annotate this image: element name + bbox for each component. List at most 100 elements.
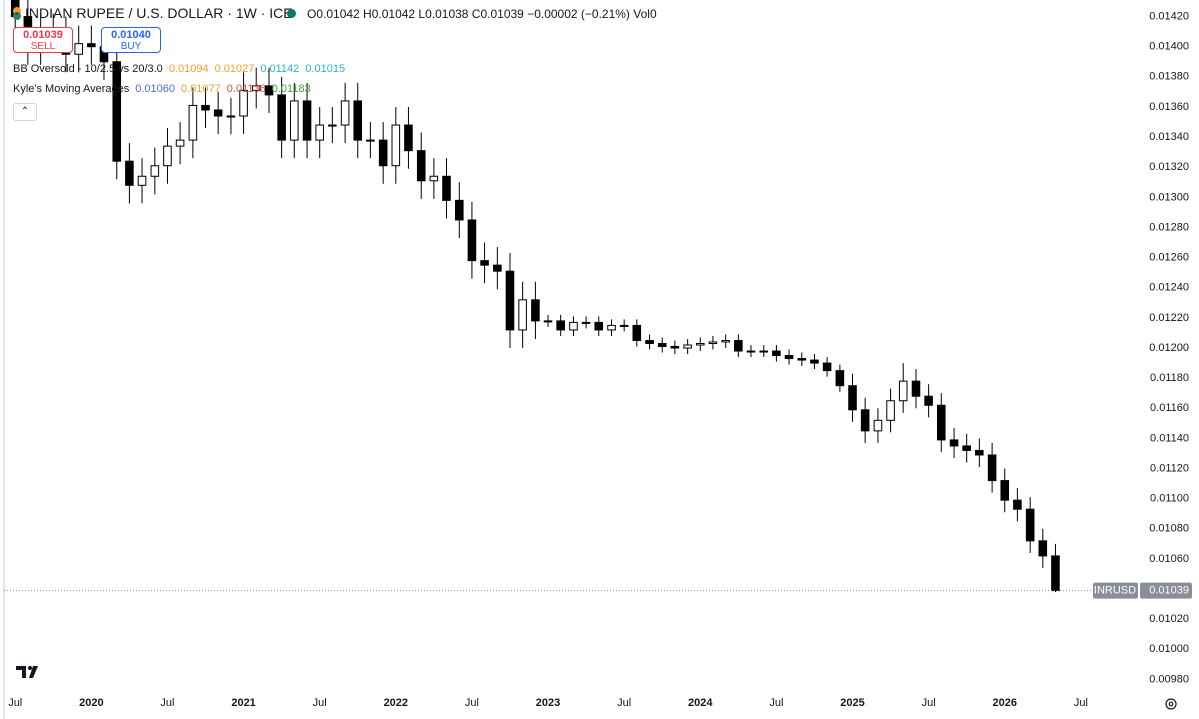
- indicator-value: 0.01015: [305, 63, 346, 75]
- candle-body: [455, 199, 464, 221]
- tv-logo: [16, 666, 38, 678]
- indicator-row[interactable]: BB Oversold - 10/2.5 vs 20/3.0 0.01094 0.0…: [13, 63, 345, 75]
- candle-body: [112, 61, 122, 162]
- candle-body: [708, 341, 718, 344]
- candle-body: [1038, 540, 1048, 557]
- y-tick-label: 0.01140: [1150, 432, 1189, 444]
- indicator-value: 0.01136: [226, 83, 266, 95]
- indicator-value: 0.01060: [135, 83, 176, 95]
- candle-body: [721, 339, 730, 343]
- x-tick-label: 2025: [840, 697, 864, 709]
- chart-title: INDIAN RUPEE / U.S. DOLLAR · 1W · ICE: [25, 5, 293, 21]
- candle-body: [366, 139, 375, 142]
- candle-body: [746, 350, 756, 353]
- ohlc-text: O0.01042 H0.01042 L0.01038 C0.01039 −0.0…: [307, 7, 657, 21]
- candle-body: [936, 404, 946, 441]
- candle-body: [619, 324, 629, 327]
- candle-body: [987, 454, 997, 482]
- candle-body: [404, 124, 413, 152]
- candle-body: [302, 100, 312, 141]
- candle-body: [772, 350, 781, 357]
- candle-body: [581, 321, 591, 324]
- y-tick-label: 0.01060: [1149, 553, 1189, 565]
- candle-body: [264, 85, 274, 96]
- symbol-tag-label: INRUSD: [1094, 584, 1136, 596]
- candle-body: [125, 160, 134, 186]
- candle-body: [175, 139, 185, 147]
- candle-body: [645, 339, 654, 344]
- buy-price: 0.01040: [111, 29, 151, 41]
- candle-body: [822, 362, 832, 372]
- candle-body: [683, 344, 692, 349]
- candle-body: [226, 115, 236, 118]
- collapse-button[interactable]: ⌃: [13, 103, 37, 121]
- candle-body: [505, 270, 515, 331]
- price-tag: [1140, 582, 1192, 599]
- x-tick-label: 2026: [993, 697, 1017, 709]
- candle-body: [949, 439, 959, 447]
- candle-body: [353, 100, 363, 141]
- candle-body: [277, 94, 286, 141]
- candle-body: [328, 124, 337, 127]
- candle-body: [924, 395, 933, 406]
- candle-body: [429, 175, 439, 182]
- candle-body: [657, 342, 667, 348]
- y-tick-label: 0.01360: [1149, 101, 1189, 113]
- candle-body: [632, 324, 642, 341]
- candle-body: [911, 380, 921, 397]
- y-tick-label: 0.01200: [1149, 342, 1189, 354]
- y-tick-label: 0.01260: [1149, 252, 1189, 264]
- sell-price: 0.01039: [23, 29, 63, 41]
- y-tick-label: 0.01160: [1150, 402, 1189, 414]
- y-tick-label: 0.01320: [1149, 161, 1189, 173]
- plot: 0.00980 0.01000 0.01020 0.01040 0.01060 0.010…: [4, 0, 1189, 709]
- buy-button[interactable]: 0.01040 BUY: [101, 27, 161, 53]
- candle-body: [340, 100, 350, 126]
- settings-icon[interactable]: [1165, 698, 1177, 710]
- indicator-row[interactable]: Kyle's Moving Averages 0.01060 0.01077 0.01…: [13, 83, 311, 95]
- y-tick-label: 0.01220: [1149, 312, 1189, 324]
- candle-body: [150, 165, 160, 177]
- candle-body: [835, 370, 845, 387]
- market-status-dot: [287, 9, 296, 18]
- x-tick-label: Jul: [313, 697, 327, 709]
- candle-body: [886, 400, 895, 421]
- candle-body: [239, 89, 248, 117]
- flag-icon: [11, 6, 23, 25]
- y-tick-label: 0.01280: [1149, 221, 1189, 233]
- candle-body: [975, 449, 984, 456]
- candle-body: [201, 104, 210, 111]
- y-tick-label: 0.01240: [1149, 282, 1189, 294]
- x-tick-label: 2021: [231, 697, 255, 709]
- candle-body: [531, 299, 540, 322]
- indicator-name: Kyle's Moving Averages: [13, 83, 130, 95]
- buy-label: BUY: [120, 41, 142, 52]
- y-tick-label: 0.01420: [1149, 10, 1189, 22]
- x-tick-label: Jul: [617, 697, 631, 709]
- indicator-value: 0.01183: [271, 83, 311, 95]
- candle-body: [251, 85, 261, 91]
- sell-button[interactable]: 0.01039 SELL: [13, 27, 73, 53]
- candle-body: [493, 264, 502, 272]
- x-tick-label: 2022: [384, 697, 408, 709]
- candle-body: [848, 385, 857, 411]
- candle-body: [556, 320, 565, 331]
- candle-body: [1051, 555, 1060, 592]
- y-tick-label: 0.00980: [1149, 673, 1189, 685]
- candle-body: [1013, 499, 1022, 510]
- x-tick-label: Jul: [769, 697, 783, 709]
- candle-body: [289, 100, 299, 141]
- x-tick-label: Jul: [1074, 697, 1088, 709]
- candle-body: [543, 320, 553, 323]
- candle-body: [1000, 480, 1010, 501]
- candle-body: [416, 150, 426, 182]
- candle-body: [188, 104, 198, 141]
- candle-body: [213, 109, 223, 117]
- candle-body: [467, 219, 477, 262]
- candle-body: [137, 175, 147, 186]
- x-tick-label: 2023: [536, 697, 560, 709]
- candle-body: [391, 124, 401, 167]
- x-tick-label: 2024: [688, 697, 713, 709]
